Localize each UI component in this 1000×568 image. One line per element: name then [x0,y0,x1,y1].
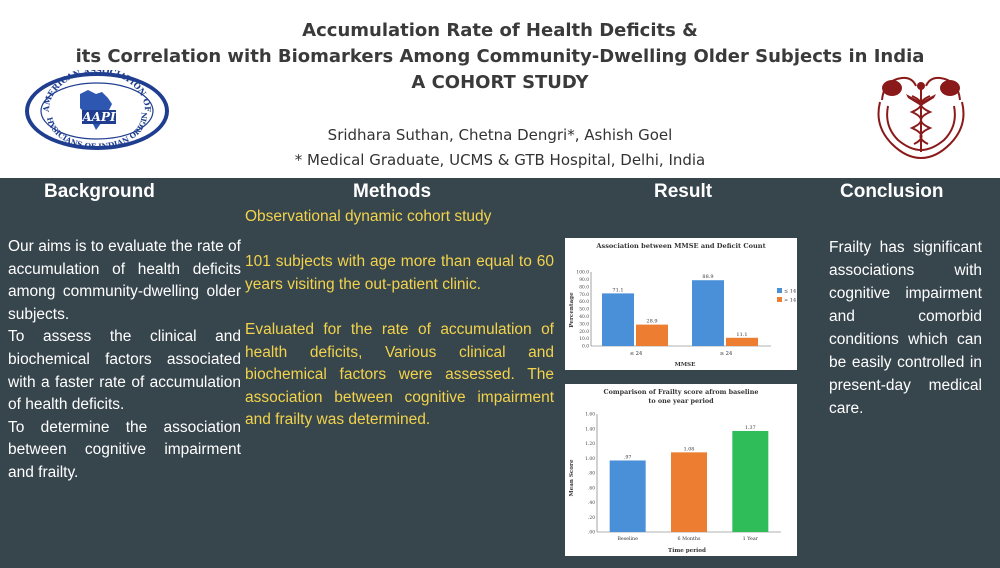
chart2-xlabel: Time period [668,548,706,554]
chart1-ytick-label: 30.0 [579,322,589,327]
background-paragraph-3: To determine the association between cog… [8,418,241,481]
frailty-score-chart-svg: Comparison of Frailty score afrom baseli… [569,388,781,554]
chart1-data-label: 71.1 [612,287,623,293]
chart1-bar [692,280,724,346]
chart1-bar [602,293,634,346]
conclusion-text: Frailty has significant associations wit… [829,236,982,420]
chart1-ytick-label: 70.0 [579,293,589,298]
chart2-bar [732,430,769,532]
chart1-ytick-label: 80.0 [579,285,589,290]
ucms-emblem-icon [877,76,965,160]
chart1-ytick-label: 50.0 [579,308,589,313]
chart1-category-label: ≥ 24 [720,351,733,357]
result-heading: Result [654,181,713,202]
chart2-ylabel: Mean Score [569,459,575,497]
chart2-ytick-label: .60 [588,486,595,491]
affiliation: * Medical Graduate, UCMS & GTB Hospital,… [294,151,706,169]
chart1-legend-swatch [777,288,782,293]
background-paragraph-1: Our aims is to evaluate the rate of accu… [8,238,241,323]
chart2-data-label: .97 [624,454,632,460]
background-text: Our aims is to evaluate the rate of accu… [8,236,241,485]
chart2-category-label: Beseline [617,536,638,542]
mmse-deficit-chart: Association between MMSE and Deficit Cou… [565,238,797,370]
chart1-ytick-label: 90.0 [579,278,589,283]
chart2-title: Comparison of Frailty score afrom baseli… [604,388,759,405]
content-panel [0,178,1000,568]
methods-paragraph-2: 101 subjects with age more than equal to… [245,253,554,293]
chart1-legend-label: ≤ 14 [784,289,796,295]
chart2-ytick-label: 1.40 [585,427,595,432]
chart2-ytick-label: 1.20 [585,442,595,447]
chart1-category-label: ≤ 24 [630,351,643,357]
authors: Sridhara Suthan, Chetna Dengri*, Ashish … [327,126,673,144]
chart2-ytick-label: .80 [588,472,595,477]
methods-paragraph-3: Evaluated for the rate of accumulation o… [245,320,554,429]
chart1-bar [726,337,758,346]
chart2-category-label: 1 Year [743,536,759,542]
chart2-ytick-label: 1.60 [585,413,595,418]
chart2-ytick-label: .40 [588,501,595,506]
chart2-category-label: 6 Months [678,536,701,542]
conclusion-heading: Conclusion [840,181,944,202]
title-line-3: A COHORT STUDY [411,72,589,93]
chart1-title: Association between MMSE and Deficit Cou… [595,242,766,250]
conclusion-paragraph: Frailty has significant associations wit… [829,239,982,417]
background-heading: Background [44,181,155,202]
poster-header: Accumulation Rate of Health Deficits & i… [0,0,1000,178]
methods-paragraph-1: Observational dynamic cohort study [245,208,492,225]
chart1-ytick-label: 0.0 [582,345,589,350]
aapi-logo: AMERICAN ASSOCIATION OF PHYSICIANS OF IN… [22,70,169,151]
chart2-title-line-2: to one year period [648,397,714,405]
chart1-ytick-label: 10.0 [579,337,589,342]
methods-text: Observational dynamic cohort study 101 s… [245,206,554,432]
chart1-ytick-label: 40.0 [579,315,589,320]
chart2-title-line-1: Comparison of Frailty score afrom baseli… [604,388,759,396]
chart2-bar [609,460,646,532]
background-paragraph-2: To assess the clinical and biochemical f… [8,328,241,414]
chart2-ytick-label: .00 [588,531,595,536]
chart1-ytick-label: 100.0 [576,271,589,276]
chart2-bar [671,452,707,532]
chart1-ytick-label: 60.0 [579,300,589,305]
chart1-legend-label: > 14 [784,298,796,304]
chart2-ytick-label: 1.00 [585,457,595,462]
chart1-legend-swatch [777,297,782,302]
logo-center-text: AAPI [81,110,116,124]
chart1-ylabel: Percentage [569,292,575,328]
chart1-xlabel: MMSE [675,362,696,368]
chart1-data-label: 88.9 [702,274,713,280]
chart1-data-label: 11.1 [736,332,747,338]
methods-heading: Methods [353,181,432,202]
title-line-2: its Correlation with Biomarkers Among Co… [75,46,925,67]
chart1-data-label: 28.9 [646,319,657,325]
mmse-deficit-chart-svg: Association between MMSE and Deficit Cou… [569,242,796,368]
frailty-score-chart: Comparison of Frailty score afrom baseli… [565,384,797,556]
chart1-ytick-label: 20.0 [579,330,589,335]
chart2-ytick-label: .20 [588,516,595,521]
chart2-data-label: 1.37 [745,425,756,431]
chart1-bar [636,324,668,346]
title-line-1: Accumulation Rate of Health Deficits & [302,20,698,41]
chart2-data-label: 1.08 [684,446,695,452]
